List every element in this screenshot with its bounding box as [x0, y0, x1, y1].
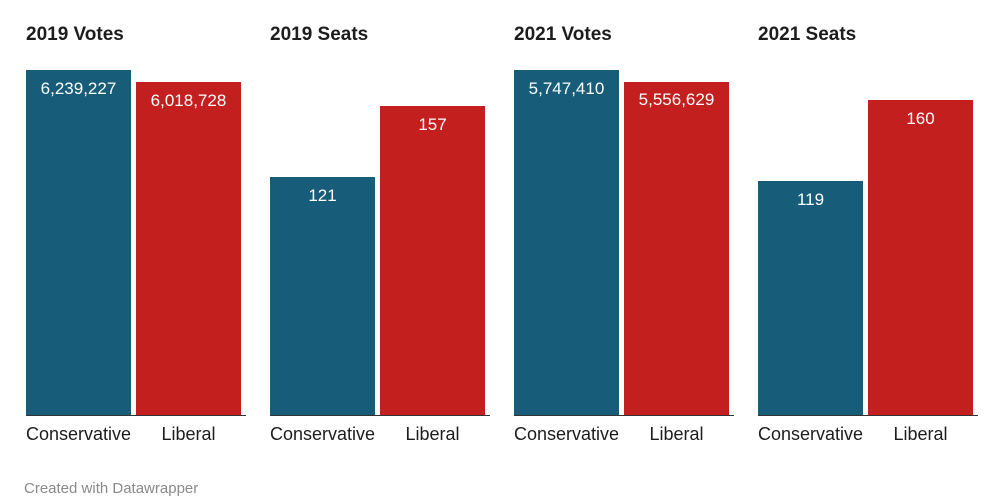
bar-conservative [270, 177, 375, 416]
chart-title: 2019 Seats [270, 24, 369, 45]
bar-conservative [514, 70, 619, 416]
chart-panel: 2019 Votes 6,239,227 6,018,728 Conservative… [26, 0, 246, 460]
axis-baseline [26, 415, 246, 416]
category-label: Conservative [758, 424, 864, 444]
axis-baseline [514, 415, 734, 416]
small-multiples-chart: 2019 Votes 6,239,227 6,018,728 Conservative… [26, 0, 978, 460]
bar-liberal [136, 82, 241, 416]
bar-liberal [624, 81, 729, 416]
category-label: Conservative [26, 424, 132, 444]
axis-baseline [270, 415, 490, 416]
bar-value-label: 119 [796, 190, 825, 210]
chart-title: 2019 Votes [26, 24, 124, 45]
chart-title: 2021 Seats [758, 24, 857, 45]
category-label: Conservative [270, 424, 376, 444]
category-label: Conservative [514, 424, 620, 444]
bar-value-label: 160 [906, 109, 935, 129]
chart-panel: 2021 Votes 5,747,410 5,556,629 Conservative… [514, 0, 734, 460]
chart-panel: 2021 Seats 119 160 Conservative Liberal [758, 0, 978, 460]
bar-liberal [868, 100, 973, 416]
bar-value-label: 6,018,728 [150, 91, 227, 111]
chart-title: 2021 Votes [514, 24, 612, 45]
axis-baseline [758, 415, 978, 416]
category-label: Liberal [649, 424, 704, 444]
bar-liberal [380, 106, 485, 416]
bar-conservative [26, 70, 131, 416]
plot-area: 119 160 [758, 60, 978, 416]
plot-area: 5,747,410 5,556,629 [514, 60, 734, 416]
category-label: Liberal [405, 424, 460, 444]
chart-panel: 2019 Seats 121 157 Conservative Liberal [270, 0, 490, 460]
bar-value-label: 5,747,410 [528, 79, 605, 98]
bar-conservative [758, 181, 863, 416]
category-label: Liberal [893, 424, 948, 444]
bar-value-label: 157 [418, 115, 447, 134]
footer-credit: Created with Datawrapper [24, 480, 199, 497]
bar-value-label: 121 [308, 186, 337, 206]
category-label: Liberal [161, 424, 216, 444]
plot-area: 6,239,227 6,018,728 [26, 60, 246, 416]
bar-value-label: 5,556,629 [638, 90, 715, 110]
plot-area: 121 157 [270, 60, 490, 416]
bar-value-label: 6,239,227 [40, 79, 117, 98]
